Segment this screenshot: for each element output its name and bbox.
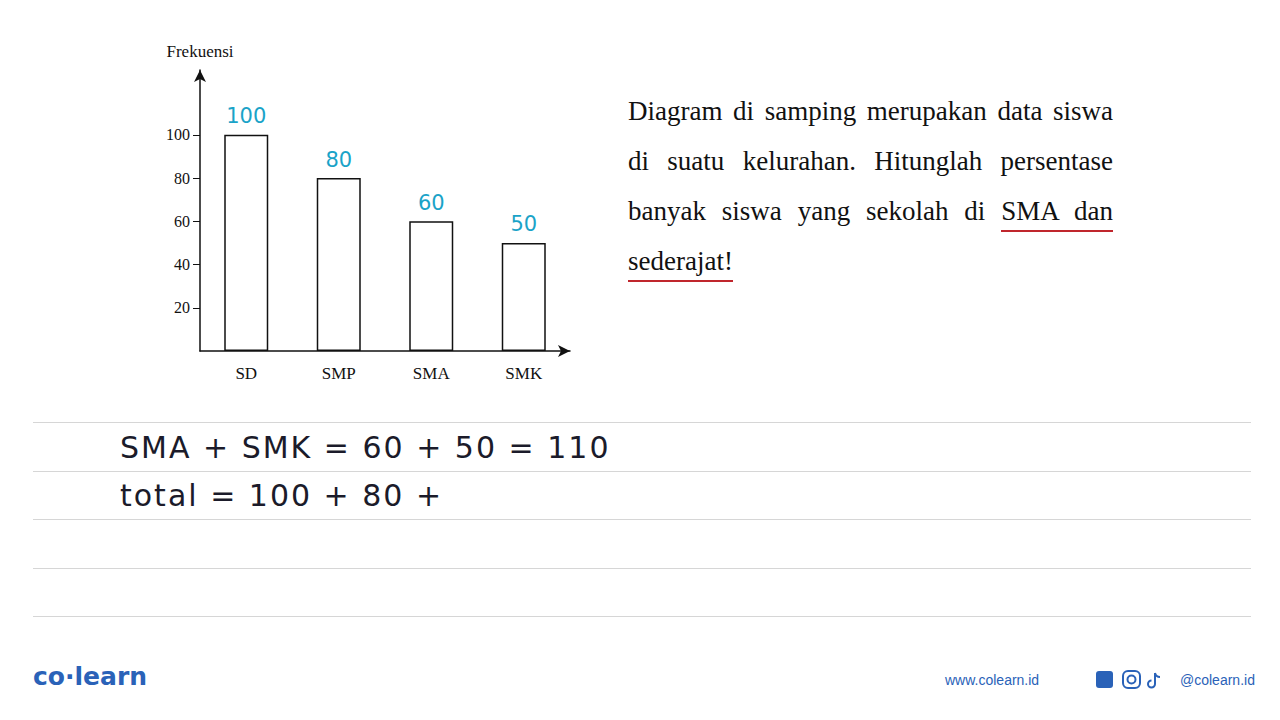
- html-text:Diagram di samping merupakan d: Diagram di samping merupakan data siswa …: [628, 96, 1113, 276]
- svg-text:SD: SD: [235, 364, 257, 383]
- svg-text:60: 60: [418, 191, 445, 215]
- html-text:@colearn.id: @colearn.id: [1180, 672, 1255, 688]
- svg-text:40: 40: [174, 256, 190, 273]
- svg-text:100: 100: [166, 126, 190, 143]
- svg-text:20: 20: [174, 299, 190, 316]
- svg-text:60: 60: [174, 213, 190, 230]
- svg-text:80: 80: [174, 170, 190, 187]
- html-text:www.colearn.id: www.colearn.id: [945, 672, 1040, 688]
- svg-text:SMP: SMP: [322, 364, 356, 383]
- svg-text:SMA: SMA: [413, 364, 451, 383]
- svg-text:50: 50: [510, 212, 537, 236]
- svg-text:Frekuensi: Frekuensi: [166, 42, 233, 61]
- svg-text:80: 80: [325, 148, 352, 172]
- html-text:total = 100 + 80 +: total = 100 + 80 +: [120, 478, 444, 513]
- html-text:co·learn: co·learn: [33, 662, 147, 691]
- html-text:SMA + SMK = 60 + 50 = 110: SMA + SMK = 60 + 50 = 110: [120, 430, 611, 465]
- svg-text:100: 100: [226, 104, 266, 128]
- svg-text:SMK: SMK: [505, 364, 543, 383]
